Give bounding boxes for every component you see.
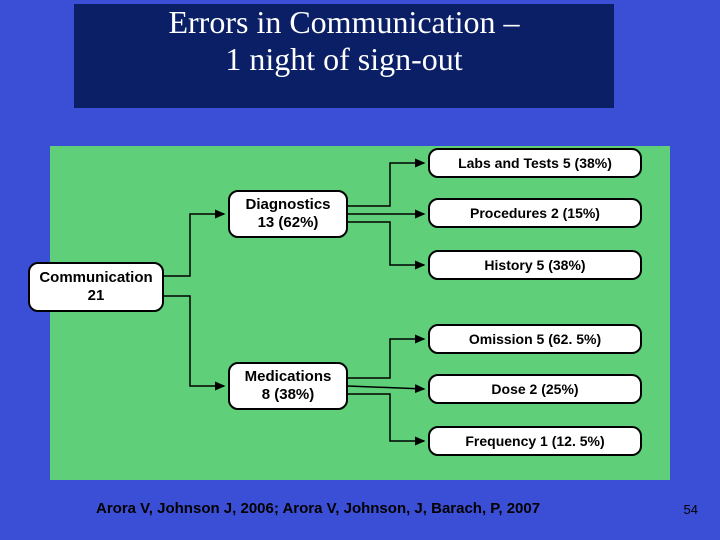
node-value: 8 (38%) bbox=[262, 386, 315, 404]
node-value: 21 bbox=[88, 287, 105, 305]
node-dose: Dose 2 (25%) bbox=[428, 374, 642, 404]
node-history: History 5 (38%) bbox=[428, 250, 642, 280]
node-value: 13 (62%) bbox=[258, 214, 319, 232]
page-number: 54 bbox=[684, 502, 698, 517]
node-diagnostics: Diagnostics 13 (62%) bbox=[228, 190, 348, 238]
title-line-2: 1 night of sign-out bbox=[74, 41, 614, 78]
node-communication: Communication 21 bbox=[28, 262, 164, 312]
node-label: Omission 5 (62. 5%) bbox=[469, 331, 601, 348]
node-label: Communication bbox=[39, 269, 152, 287]
title-band: Errors in Communication – 1 night of sig… bbox=[74, 4, 614, 108]
node-omission: Omission 5 (62. 5%) bbox=[428, 324, 642, 354]
node-labs: Labs and Tests 5 (38%) bbox=[428, 148, 642, 178]
chart-area: Communication 21 Diagnostics 13 (62%) Me… bbox=[50, 146, 670, 480]
node-label: Procedures 2 (15%) bbox=[470, 205, 600, 222]
node-label: Frequency 1 (12. 5%) bbox=[465, 433, 604, 450]
node-label: History 5 (38%) bbox=[484, 257, 585, 274]
slide: Errors in Communication – 1 night of sig… bbox=[0, 0, 720, 540]
node-label: Diagnostics bbox=[245, 196, 330, 214]
node-label: Labs and Tests 5 (38%) bbox=[458, 155, 612, 172]
node-label: Dose 2 (25%) bbox=[491, 381, 578, 398]
citation: Arora V, Johnson J, 2006; Arora V, Johns… bbox=[96, 500, 540, 517]
node-label: Medications bbox=[245, 368, 332, 386]
node-frequency: Frequency 1 (12. 5%) bbox=[428, 426, 642, 456]
node-medications: Medications 8 (38%) bbox=[228, 362, 348, 410]
node-procedures: Procedures 2 (15%) bbox=[428, 198, 642, 228]
title-line-1: Errors in Communication – bbox=[74, 4, 614, 41]
